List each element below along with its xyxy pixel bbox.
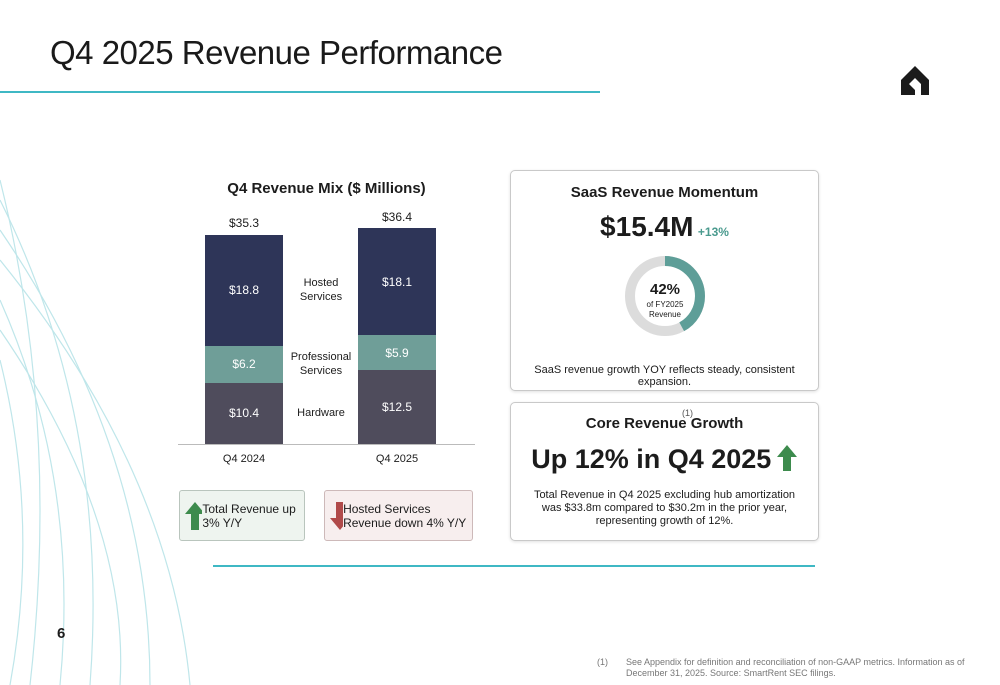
value-label: $18.8	[228, 283, 260, 298]
slide-title: Q4 2025 Revenue Performance	[50, 34, 503, 71]
callout-text: Hosted Services Revenue down 4% Y/Y	[343, 501, 467, 530]
bar: $5.9	[358, 335, 436, 371]
saas-note: SaaS revenue growth YOY reflects steady,…	[534, 364, 795, 388]
footnote-marker: (1)	[597, 657, 608, 667]
saas-change: +13%	[697, 225, 729, 239]
bar: $18.8	[205, 234, 283, 346]
chart-title: Q4 Revenue Mix ($ Millions)	[227, 180, 426, 197]
value-label: $12.5	[381, 400, 413, 415]
total-label: $35.3	[228, 216, 260, 231]
headline: $15.4M +13%	[511, 211, 818, 243]
down-arrow	[330, 501, 344, 530]
core-headline: Up 12% in Q4 2025	[531, 444, 772, 474]
headline: Up 12% in Q4 2025	[511, 443, 818, 475]
page-number: 6	[57, 625, 66, 642]
value-label: $5.9	[385, 345, 409, 360]
up-arrow	[185, 501, 203, 530]
card-title: Core Revenue Growth	[585, 415, 744, 432]
saas-card: SaaS Revenue Momentum $15.4M +13% 42% of…	[510, 170, 819, 391]
bar: $18.1	[358, 228, 436, 336]
x-tick-label: Q4 2025	[375, 453, 419, 465]
baseline	[178, 444, 475, 445]
donut-label: 42%	[649, 281, 681, 298]
donut-arc	[625, 256, 705, 336]
bar: $12.5	[358, 370, 436, 444]
core-body: Total Revenue in Q4 2025 excluding hub a…	[533, 489, 796, 527]
legend-label: Hardware	[297, 407, 345, 420]
legend-label: Hosted Services	[299, 277, 343, 304]
card-title: SaaS Revenue Momentum	[570, 184, 759, 201]
x-tick-label: Q4 2024	[222, 453, 266, 465]
core-card: Core Revenue Growth (1) Up 12% in Q4 202…	[510, 402, 819, 541]
bar: $6.2	[205, 345, 283, 383]
total-label: $36.4	[381, 210, 413, 224]
value-label: $10.4	[228, 406, 260, 421]
legend-label: Professional Services	[290, 351, 352, 378]
value-label: $6.2	[232, 357, 256, 372]
footnote-text: See Appendix for definition and reconcil…	[626, 657, 965, 678]
donut-caption: of FY2025 Revenue	[646, 300, 684, 319]
callout: Total Revenue up 3% Y/Y	[179, 490, 305, 541]
callout-text: Total Revenue up 3% Y/Y	[202, 501, 296, 530]
footnote-marker: (1)	[682, 408, 693, 418]
up-arrow	[776, 445, 797, 471]
saas-value: $15.4M	[600, 211, 694, 242]
callout: Hosted Services Revenue down 4% Y/Y	[324, 490, 473, 541]
bar: $10.4	[205, 382, 283, 444]
donut	[625, 256, 705, 336]
value-label: $18.1	[381, 274, 413, 289]
